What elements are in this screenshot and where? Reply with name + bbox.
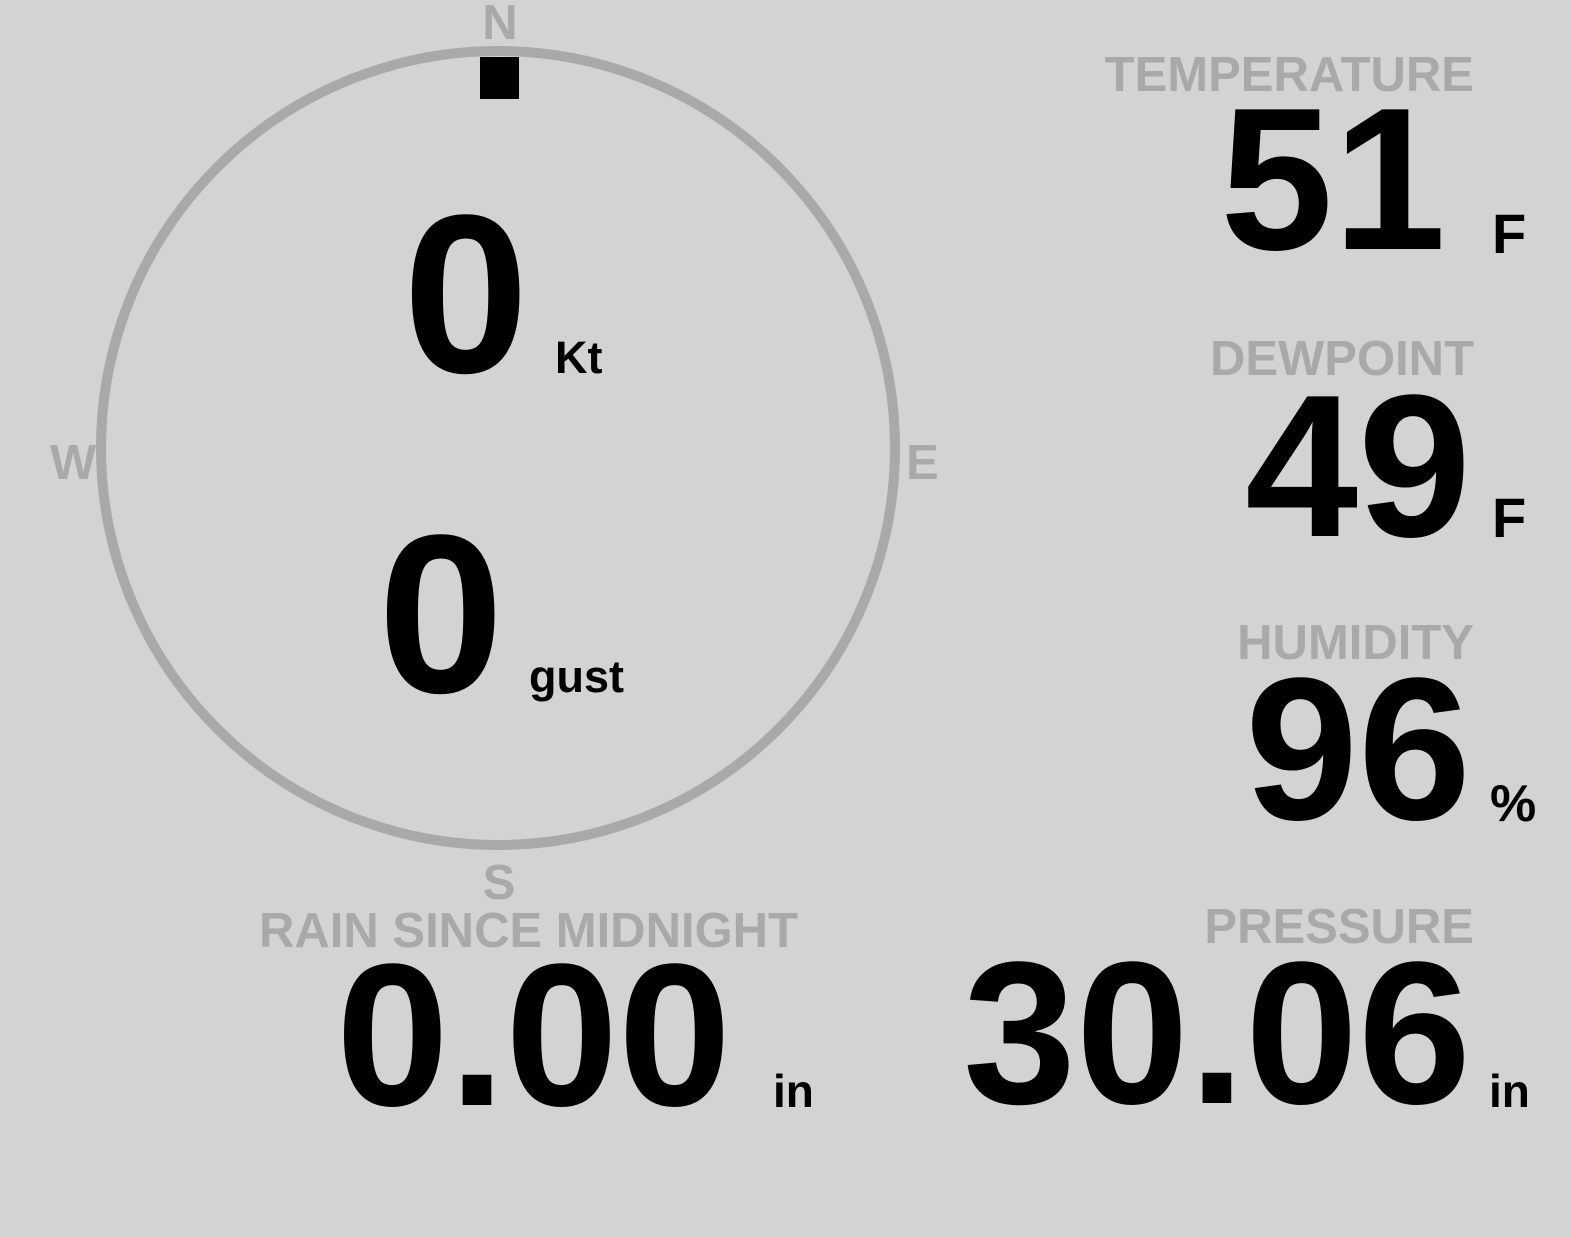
wind-gust-value: 0 bbox=[378, 487, 504, 740]
rain-unit: in bbox=[773, 1065, 814, 1117]
temperature-label: TEMPERATURE bbox=[1104, 48, 1474, 102]
pressure-value: 30.06 bbox=[963, 920, 1471, 1147]
compass-east-label: E bbox=[906, 436, 939, 490]
wind-direction-indicator bbox=[480, 57, 519, 99]
compass-south-label: S bbox=[482, 856, 516, 910]
humidity-unit: % bbox=[1490, 775, 1537, 833]
rain-label: RAIN SINCE MIDNIGHT bbox=[259, 904, 798, 958]
dewpoint-value: 49 bbox=[1245, 353, 1471, 580]
compass-west-label: W bbox=[50, 436, 97, 490]
compass-north-label: N bbox=[482, 0, 518, 50]
humidity-label: HUMIDITY bbox=[1237, 616, 1474, 670]
temperature-unit: F bbox=[1492, 202, 1527, 265]
pressure-label: PRESSURE bbox=[1204, 900, 1474, 954]
pressure-unit: in bbox=[1489, 1065, 1530, 1117]
rain-value: 0.00 bbox=[336, 922, 732, 1149]
compass-ring bbox=[96, 46, 900, 850]
humidity-value: 96 bbox=[1245, 636, 1471, 863]
temperature-value: 51 bbox=[1220, 66, 1446, 293]
wind-speed-value: 0 bbox=[403, 167, 529, 420]
wind-gust-unit: gust bbox=[529, 651, 624, 702]
dewpoint-unit: F bbox=[1492, 486, 1527, 549]
dewpoint-label: DEWPOINT bbox=[1209, 332, 1474, 386]
wind-speed-unit: Kt bbox=[555, 332, 603, 383]
